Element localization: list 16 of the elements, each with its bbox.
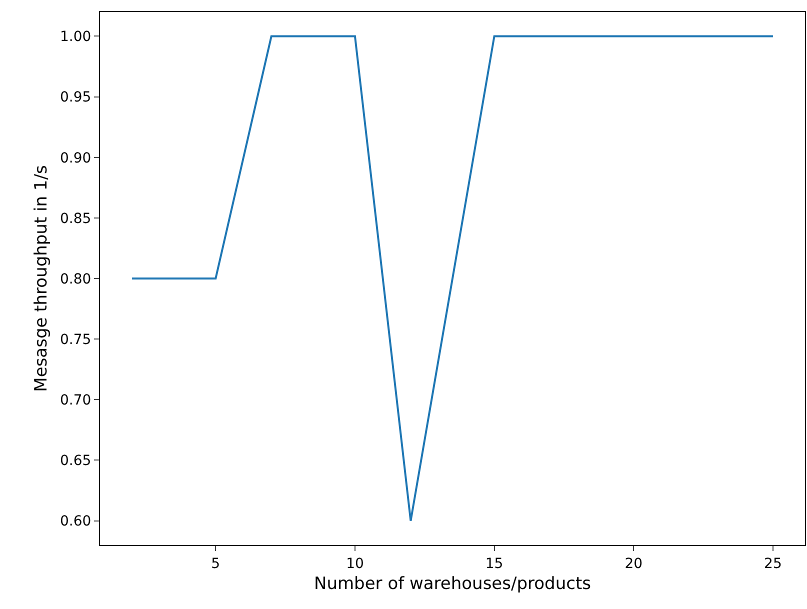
x-axis-title: Number of warehouses/products — [314, 574, 592, 594]
x-tick-label: 5 — [211, 556, 220, 572]
x-tick-label: 10 — [346, 556, 364, 572]
y-tick-label: 0.65 — [60, 453, 92, 470]
y-tick-label: 0.60 — [60, 514, 92, 530]
y-tick-label: 0.90 — [60, 150, 92, 166]
x-tick-label: 25 — [764, 556, 782, 572]
y-tick-label: 0.75 — [60, 332, 92, 348]
y-axis-title: Mesasge throughput in 1/s — [32, 165, 52, 392]
y-tick-label: 1.00 — [60, 29, 92, 46]
y-tick-label: 0.95 — [60, 90, 92, 106]
x-tick-label: 20 — [624, 556, 643, 572]
y-tick-label: 0.80 — [60, 271, 92, 288]
y-tick-label: 0.70 — [60, 392, 92, 409]
y-tick-label: 0.85 — [60, 210, 92, 227]
x-tick-label: 15 — [485, 556, 504, 572]
